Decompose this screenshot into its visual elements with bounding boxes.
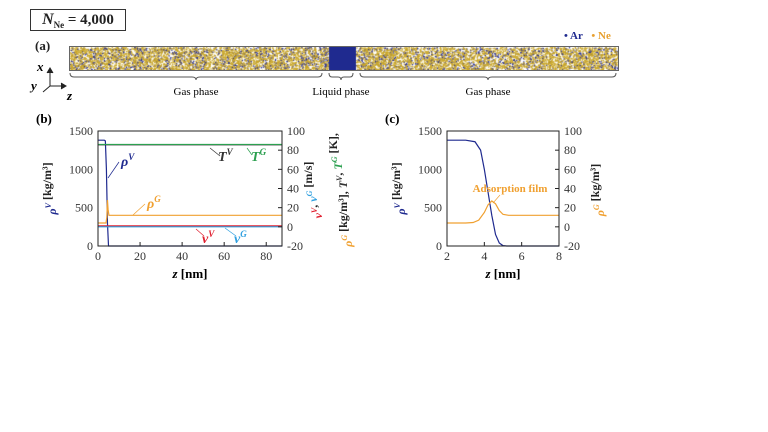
- y-right-tick-label: 60: [564, 162, 576, 176]
- y-right-tick-label: 40: [564, 182, 576, 196]
- y-left-tick-label: 0: [87, 239, 93, 253]
- x-tick-label: 40: [176, 249, 188, 263]
- panel-b-label: (b): [36, 111, 52, 126]
- chart-b: 0 20 40 60 80 0 500 1000 1500 -20 0 20 40 60 80 100 z [n…: [40, 124, 355, 281]
- y-left-tick-label: 0: [436, 239, 442, 253]
- plot-frame: [97, 130, 283, 247]
- y-right-axis-label-velocity: vV, vG [m/s]: [301, 162, 325, 219]
- x-tick-label: 6: [519, 249, 525, 263]
- v-g-label: vG: [234, 229, 247, 247]
- gas-phase-right-label: Gas phase: [466, 86, 511, 98]
- axis-x-label: x: [36, 59, 44, 74]
- legend: • Ar • Ne: [564, 30, 611, 42]
- y-left-tick-label: 1000: [418, 162, 442, 176]
- y-right-axis-label: ρG [kg/m³]: [588, 164, 607, 218]
- x-tick-label: 60: [218, 249, 230, 263]
- x-tick-label: 8: [556, 249, 562, 263]
- adsorption-film-annotation: Adsorption film: [473, 183, 548, 195]
- y-left-tick-label: 500: [424, 201, 442, 215]
- t-g-label: TG: [251, 147, 267, 165]
- y-left-tick-label: 1000: [69, 162, 93, 176]
- y-right-tick-label: -20: [287, 239, 303, 253]
- y-left-tick-label: 500: [75, 201, 93, 215]
- v-v-leader: [195, 228, 205, 237]
- y-right-axis-label-density-temp: ρG [kg/m³], TV, TG [K],: [326, 133, 355, 248]
- y-right-tick-label: 20: [564, 201, 576, 215]
- rho-g-label: ρG: [146, 194, 161, 212]
- legend-ne: • Ne: [591, 30, 611, 42]
- y-left-tick-label: 1500: [69, 124, 93, 138]
- simulation-snapshot: [69, 46, 619, 71]
- y-right-tick-label: 60: [287, 162, 299, 176]
- adsorption-film-leader: [492, 194, 501, 204]
- y-right-tick-label: 0: [564, 220, 570, 234]
- t-g-leader: [246, 147, 253, 156]
- n-subscript: Ne: [53, 20, 65, 30]
- y-right-tick-label: 80: [287, 143, 299, 157]
- series-ρG: [447, 200, 559, 224]
- coordinate-axes-icon: [42, 67, 67, 93]
- x-tick-label: 0: [95, 249, 101, 263]
- x-axis-label: z [nm]: [484, 266, 520, 281]
- y-left-axis-label: ρV [kg/m³]: [40, 162, 59, 215]
- y-right-tick-label: 100: [287, 124, 305, 138]
- gas-phase-left-label: Gas phase: [174, 86, 219, 98]
- y-right-tick-label: 40: [287, 182, 299, 196]
- liquid-phase-label: Liquid phase: [312, 86, 369, 98]
- rho-g-leader: [132, 203, 146, 216]
- y-right-tick-label: 100: [564, 124, 582, 138]
- phase-braces: [69, 72, 617, 81]
- series-ρG: [98, 199, 282, 224]
- x-tick-label: 2: [444, 249, 450, 263]
- x-tick-label: 80: [260, 249, 272, 263]
- y-left-tick-label: 1500: [418, 124, 442, 138]
- n-value: = 4,000: [67, 12, 114, 28]
- y-right-tick-label: -20: [564, 239, 580, 253]
- axis-z-label: z: [66, 88, 73, 103]
- v-g-leader: [224, 227, 237, 237]
- x-tick-label: 4: [481, 249, 487, 263]
- n-symbol: N: [42, 11, 54, 28]
- axis-y-label: y: [29, 78, 37, 93]
- v-v-label: vV: [202, 229, 215, 247]
- t-v-label: TV: [218, 147, 234, 165]
- rho-v-label: ρV: [120, 152, 135, 170]
- y-right-tick-label: 80: [564, 143, 576, 157]
- panel-c-label: (c): [385, 111, 399, 126]
- legend-ar: • Ar: [564, 30, 583, 42]
- y-left-axis-label: ρV [kg/m³]: [389, 162, 408, 215]
- y-right-tick-label: 20: [287, 201, 299, 215]
- x-tick-label: 20: [134, 249, 146, 263]
- y-right-tick-label: 0: [287, 220, 293, 234]
- rho-v-leader: [107, 161, 120, 179]
- panel-a-label: (a): [35, 38, 51, 53]
- particle-count-box: NNe = 4,000: [30, 9, 126, 31]
- t-v-leader: [209, 147, 221, 157]
- x-axis-label: z [nm]: [171, 266, 207, 281]
